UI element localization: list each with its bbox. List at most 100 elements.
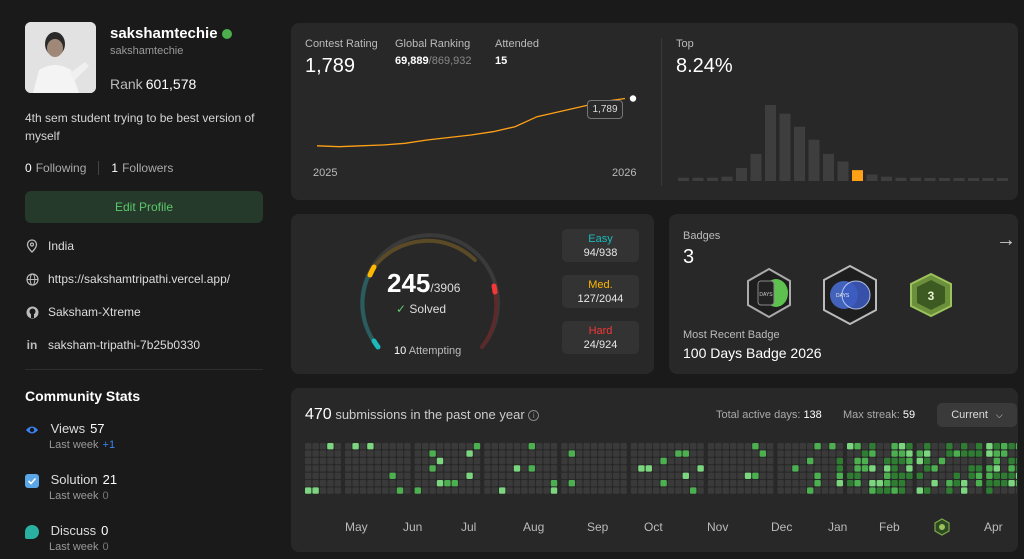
rating-distribution-chart[interactable] <box>678 105 1018 185</box>
heatmap-cell <box>675 450 682 457</box>
heatmap-cell <box>986 443 993 450</box>
x-axis-start: 2025 <box>313 167 338 179</box>
heatmap-cell <box>814 457 821 465</box>
heatmap-cell <box>359 457 367 465</box>
heatmap-cell <box>583 457 590 465</box>
heatmap-cell <box>847 472 854 479</box>
badge-monthly-icon[interactable]: 3 <box>907 272 955 318</box>
distribution-bar <box>721 176 733 181</box>
heatmap-cell <box>598 487 605 494</box>
heatmap-cell <box>884 450 891 457</box>
heatmap-cell <box>814 487 821 494</box>
heatmap-cell <box>1008 450 1015 457</box>
period-select[interactable]: Current ⌵ <box>937 403 1017 427</box>
medium-stat[interactable]: Med. 127/2044 <box>562 275 639 308</box>
heatmap-cell <box>352 443 359 450</box>
heatmap-cell <box>938 480 946 487</box>
distribution-bar <box>678 177 689 181</box>
heatmap-cell <box>690 457 697 465</box>
heatmap-cell <box>312 480 319 487</box>
website-link[interactable]: https://sakshamtripathi.vercel.app/ <box>25 272 230 286</box>
heatmap-cell <box>836 443 843 450</box>
heatmap-cell <box>638 487 645 494</box>
heatmap-cell <box>667 457 675 465</box>
distribution-bar <box>924 178 936 181</box>
heatmap-cell <box>583 480 590 487</box>
easy-stat[interactable]: Easy 94/938 <box>562 229 639 262</box>
attempting: 10 Attempting <box>394 345 462 357</box>
heatmap-cell <box>389 465 396 472</box>
heatmap-cell <box>891 472 898 479</box>
heatmap-cell <box>884 457 891 465</box>
submission-heatmap[interactable] <box>305 439 1017 517</box>
heatmap-cell <box>961 465 968 472</box>
heatmap-cell <box>767 487 774 494</box>
solved-label: ✓ Solved <box>396 302 447 316</box>
distribution-bar <box>808 139 820 181</box>
heatmap-cell <box>521 487 528 494</box>
badge-days-icon[interactable]: DAYS <box>744 267 794 319</box>
heatmap-cell <box>847 465 854 472</box>
linkedin-link[interactable]: in saksham-tripathi-7b25b0330 <box>26 338 201 352</box>
heatmap-cell <box>961 450 968 457</box>
heatmap-cell <box>568 450 575 457</box>
heatmap-cell <box>389 480 396 487</box>
heatmap-cell <box>869 480 876 487</box>
heatmap-cell <box>466 450 473 457</box>
info-icon[interactable]: i <box>528 410 540 422</box>
avatar[interactable] <box>25 22 96 93</box>
heatmap-cell <box>367 487 374 494</box>
heatmap-cell <box>924 457 931 465</box>
heatmap-cell <box>821 450 829 457</box>
heatmap-cell <box>613 472 620 479</box>
arrow-right-icon[interactable]: → <box>996 229 1016 251</box>
heatmap-cell <box>898 472 906 479</box>
rating-tooltip: 1,789 <box>587 100 623 119</box>
heatmap-cell <box>792 443 799 450</box>
heatmap-cell <box>568 487 575 494</box>
heatmap-cell <box>491 480 498 487</box>
heatmap-cell <box>1001 450 1008 457</box>
heatmap-cell <box>436 443 444 450</box>
heatmap-cell <box>884 443 891 450</box>
heatmap-cell <box>924 472 931 479</box>
heatmap-cell <box>767 465 774 472</box>
heatmap-cell <box>891 443 898 450</box>
heatmap-cell <box>334 480 341 487</box>
heatmap-cell <box>737 450 744 457</box>
github-link[interactable]: Saksham-Xtreme <box>25 305 141 319</box>
heatmap-cell <box>543 457 550 465</box>
heatmap-cell <box>444 450 451 457</box>
heatmap-cell <box>359 480 367 487</box>
heatmap-cell <box>1001 457 1008 465</box>
heatmap-cell <box>466 487 473 494</box>
heatmap-cell <box>715 465 722 472</box>
heatmap-cell <box>924 443 931 450</box>
heatmap-cell <box>924 480 931 487</box>
heatmap-cell <box>737 472 744 479</box>
hard-stat[interactable]: Hard 24/924 <box>562 321 639 354</box>
heatmap-cell <box>953 457 960 465</box>
heatmap-cell <box>916 480 923 487</box>
following-link[interactable]: 0 Following <box>25 161 87 175</box>
heatmap-cell <box>784 443 792 450</box>
heatmap-cell <box>334 457 341 465</box>
heatmap-cell <box>382 450 389 457</box>
heatmap-cell <box>898 443 906 450</box>
heatmap-cell <box>334 450 341 457</box>
distribution-bar <box>794 126 805 181</box>
badge-100-days-icon[interactable]: DAYS <box>820 264 880 326</box>
follow-stats: 0 Following 1 Followers <box>25 161 173 175</box>
heatmap-cell <box>422 487 429 494</box>
followers-link[interactable]: 1 Followers <box>111 161 174 175</box>
heatmap-cell <box>389 443 396 450</box>
rating-line-chart[interactable] <box>305 90 645 160</box>
heatmap-cell <box>836 472 843 479</box>
heatmap-cell <box>484 457 491 465</box>
heatmap-cell <box>576 465 583 472</box>
heatmap-cell <box>993 472 1000 479</box>
heatmap-cell <box>543 450 550 457</box>
edit-profile-button[interactable]: Edit Profile <box>25 191 263 223</box>
heatmap-cell <box>513 457 521 465</box>
distribution-bar <box>692 177 704 181</box>
